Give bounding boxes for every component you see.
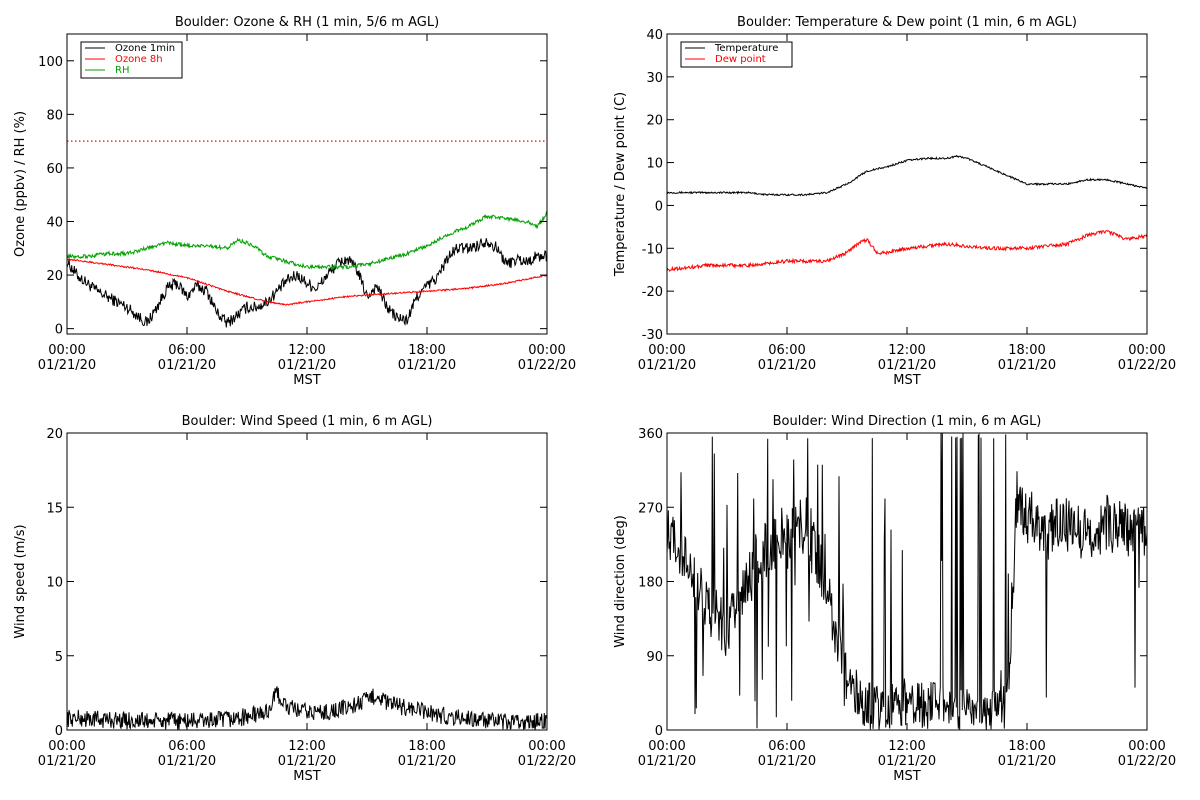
x-tick-label: 00:00 (48, 343, 85, 358)
series-line-data (66, 686, 548, 731)
x-tick-label: 01/21/20 (158, 754, 216, 769)
x-tick-label: 12:00 (288, 739, 325, 754)
y-tick-label: 30 (646, 71, 663, 86)
x-tick-label: 01/21/20 (878, 358, 936, 373)
plot-frame (666, 33, 1148, 335)
x-axis-label: MST (293, 769, 320, 784)
y-tick-label: 20 (646, 114, 663, 129)
series-line-ozone-8h (67, 257, 548, 306)
y-tick-label: -20 (642, 285, 663, 300)
y-tick-label: -10 (642, 242, 663, 257)
x-tick-label: 01/21/20 (638, 754, 696, 769)
plot-frame (66, 432, 548, 731)
x-tick-label: 01/21/20 (398, 358, 456, 373)
legend-label: Dew point (715, 54, 766, 65)
y-tick-label: 20 (46, 427, 63, 442)
x-tick-label: 18:00 (1008, 343, 1045, 358)
y-tick-label: 60 (46, 162, 63, 177)
x-tick-label: 00:00 (528, 739, 565, 754)
y-tick-label: 40 (46, 216, 63, 231)
x-tick-label: 01/21/20 (278, 754, 336, 769)
y-tick-label: 180 (638, 576, 663, 591)
x-tick-label: 12:00 (288, 343, 325, 358)
chart-panel-4: Boulder: Wind Direction (1 min, 6 m AGL)… (613, 414, 1176, 784)
y-axis-label: Wind direction (deg) (613, 515, 628, 648)
series-line-dew-point (666, 229, 1148, 272)
x-tick-label: 18:00 (408, 343, 445, 358)
series-line-temperature (666, 154, 1148, 197)
x-tick-label: 12:00 (888, 343, 925, 358)
x-tick-label: 01/21/20 (158, 358, 216, 373)
y-tick-label: -30 (642, 328, 663, 343)
chart-panel-2: Boulder: Temperature & Dew point (1 min,… (613, 15, 1176, 388)
y-tick-label: 80 (46, 108, 63, 123)
y-axis-label: Temperature / Dew point (C) (613, 92, 628, 277)
y-tick-label: 20 (46, 269, 63, 284)
legend-label: Ozone 8h (115, 54, 163, 65)
x-axis-label: MST (293, 373, 320, 388)
x-tick-label: 01/21/20 (278, 358, 336, 373)
series-line-data (666, 432, 1148, 730)
x-tick-label: 01/21/20 (758, 358, 816, 373)
x-tick-label: 01/21/20 (638, 358, 696, 373)
chart-title: Boulder: Wind Speed (1 min, 6 m AGL) (182, 414, 433, 429)
x-axis-label: MST (893, 373, 920, 388)
chart-panel-1: Boulder: Ozone & RH (1 min, 5/6 m AGL) 0 2… (13, 15, 576, 388)
y-tick-label: 360 (638, 427, 663, 442)
chart-title: Boulder: Ozone & RH (1 min, 5/6 m AGL) (175, 15, 439, 30)
y-axis-label: Ozone (ppbv) / RH (%) (13, 111, 28, 257)
legend-label: Temperature (714, 43, 778, 54)
y-tick-label: 10 (46, 576, 63, 591)
chart-title: Boulder: Temperature & Dew point (1 min,… (737, 15, 1077, 30)
y-tick-label: 90 (646, 650, 663, 665)
x-tick-label: 01/21/20 (398, 754, 456, 769)
x-tick-label: 00:00 (1128, 739, 1165, 754)
x-tick-label: 01/21/20 (758, 754, 816, 769)
x-axis-label: MST (893, 769, 920, 784)
x-tick-label: 01/22/20 (518, 754, 576, 769)
x-tick-label: 00:00 (648, 739, 685, 754)
plot-frame (666, 432, 1148, 731)
x-tick-label: 01/21/20 (38, 358, 96, 373)
y-tick-label: 100 (38, 55, 63, 70)
x-tick-label: 06:00 (168, 739, 205, 754)
y-axis-label: Wind speed (m/s) (13, 524, 28, 638)
x-tick-label: 06:00 (168, 343, 205, 358)
x-tick-label: 18:00 (1008, 739, 1045, 754)
x-tick-label: 01/21/20 (38, 754, 96, 769)
y-tick-label: 270 (638, 501, 663, 516)
plot-frame (66, 33, 548, 335)
series-line-rh (66, 211, 548, 271)
chart-panel-3: Boulder: Wind Speed (1 min, 6 m AGL) 0 5 10… (13, 414, 576, 784)
x-tick-label: 06:00 (768, 343, 805, 358)
y-tick-label: 0 (55, 724, 63, 739)
x-tick-label: 00:00 (648, 343, 685, 358)
x-tick-label: 00:00 (48, 739, 85, 754)
x-tick-label: 01/21/20 (998, 754, 1056, 769)
x-tick-label: 00:00 (528, 343, 565, 358)
series-line-ozone-1min (66, 238, 548, 328)
x-tick-label: 01/22/20 (518, 358, 576, 373)
y-tick-label: 5 (55, 650, 63, 665)
y-tick-label: 0 (55, 323, 63, 338)
y-tick-label: 0 (655, 724, 663, 739)
x-tick-label: 18:00 (408, 739, 445, 754)
legend-label: Ozone 1min (115, 43, 175, 54)
x-tick-label: 01/21/20 (878, 754, 936, 769)
x-tick-label: 12:00 (888, 739, 925, 754)
x-tick-label: 01/21/20 (998, 358, 1056, 373)
y-tick-label: 0 (655, 199, 663, 214)
y-tick-label: 10 (646, 157, 663, 172)
y-tick-label: 15 (46, 501, 63, 516)
x-tick-label: 00:00 (1128, 343, 1165, 358)
x-tick-label: 06:00 (768, 739, 805, 754)
legend-label: RH (115, 65, 129, 76)
y-tick-label: 40 (646, 28, 663, 43)
chart-title: Boulder: Wind Direction (1 min, 6 m AGL) (773, 414, 1042, 429)
legend-box (680, 41, 793, 68)
x-tick-label: 01/22/20 (1118, 754, 1176, 769)
x-tick-label: 01/22/20 (1118, 358, 1176, 373)
